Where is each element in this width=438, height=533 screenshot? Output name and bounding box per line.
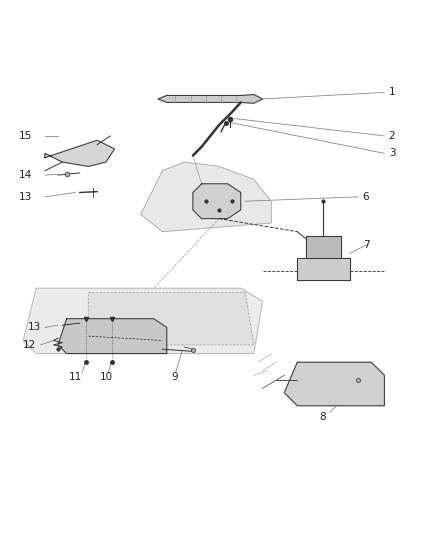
Polygon shape — [306, 236, 341, 258]
Polygon shape — [193, 184, 241, 219]
Polygon shape — [297, 258, 350, 279]
Text: 13: 13 — [19, 192, 32, 202]
Text: 12: 12 — [23, 340, 36, 350]
Text: 6: 6 — [363, 192, 369, 202]
Text: 15: 15 — [19, 131, 32, 141]
Text: 9: 9 — [171, 373, 178, 383]
Polygon shape — [88, 293, 254, 345]
Text: 1: 1 — [389, 87, 396, 98]
Polygon shape — [284, 362, 385, 406]
Text: 3: 3 — [389, 148, 396, 158]
Text: 14: 14 — [19, 170, 32, 180]
Text: 7: 7 — [363, 240, 369, 250]
Text: 10: 10 — [99, 373, 113, 383]
Text: 8: 8 — [319, 411, 326, 422]
Polygon shape — [45, 140, 115, 166]
Polygon shape — [58, 319, 167, 353]
Text: 13: 13 — [28, 322, 41, 333]
Polygon shape — [23, 288, 262, 353]
Text: 2: 2 — [389, 131, 396, 141]
Polygon shape — [141, 162, 271, 232]
Polygon shape — [158, 94, 262, 103]
Text: 11: 11 — [69, 373, 82, 383]
